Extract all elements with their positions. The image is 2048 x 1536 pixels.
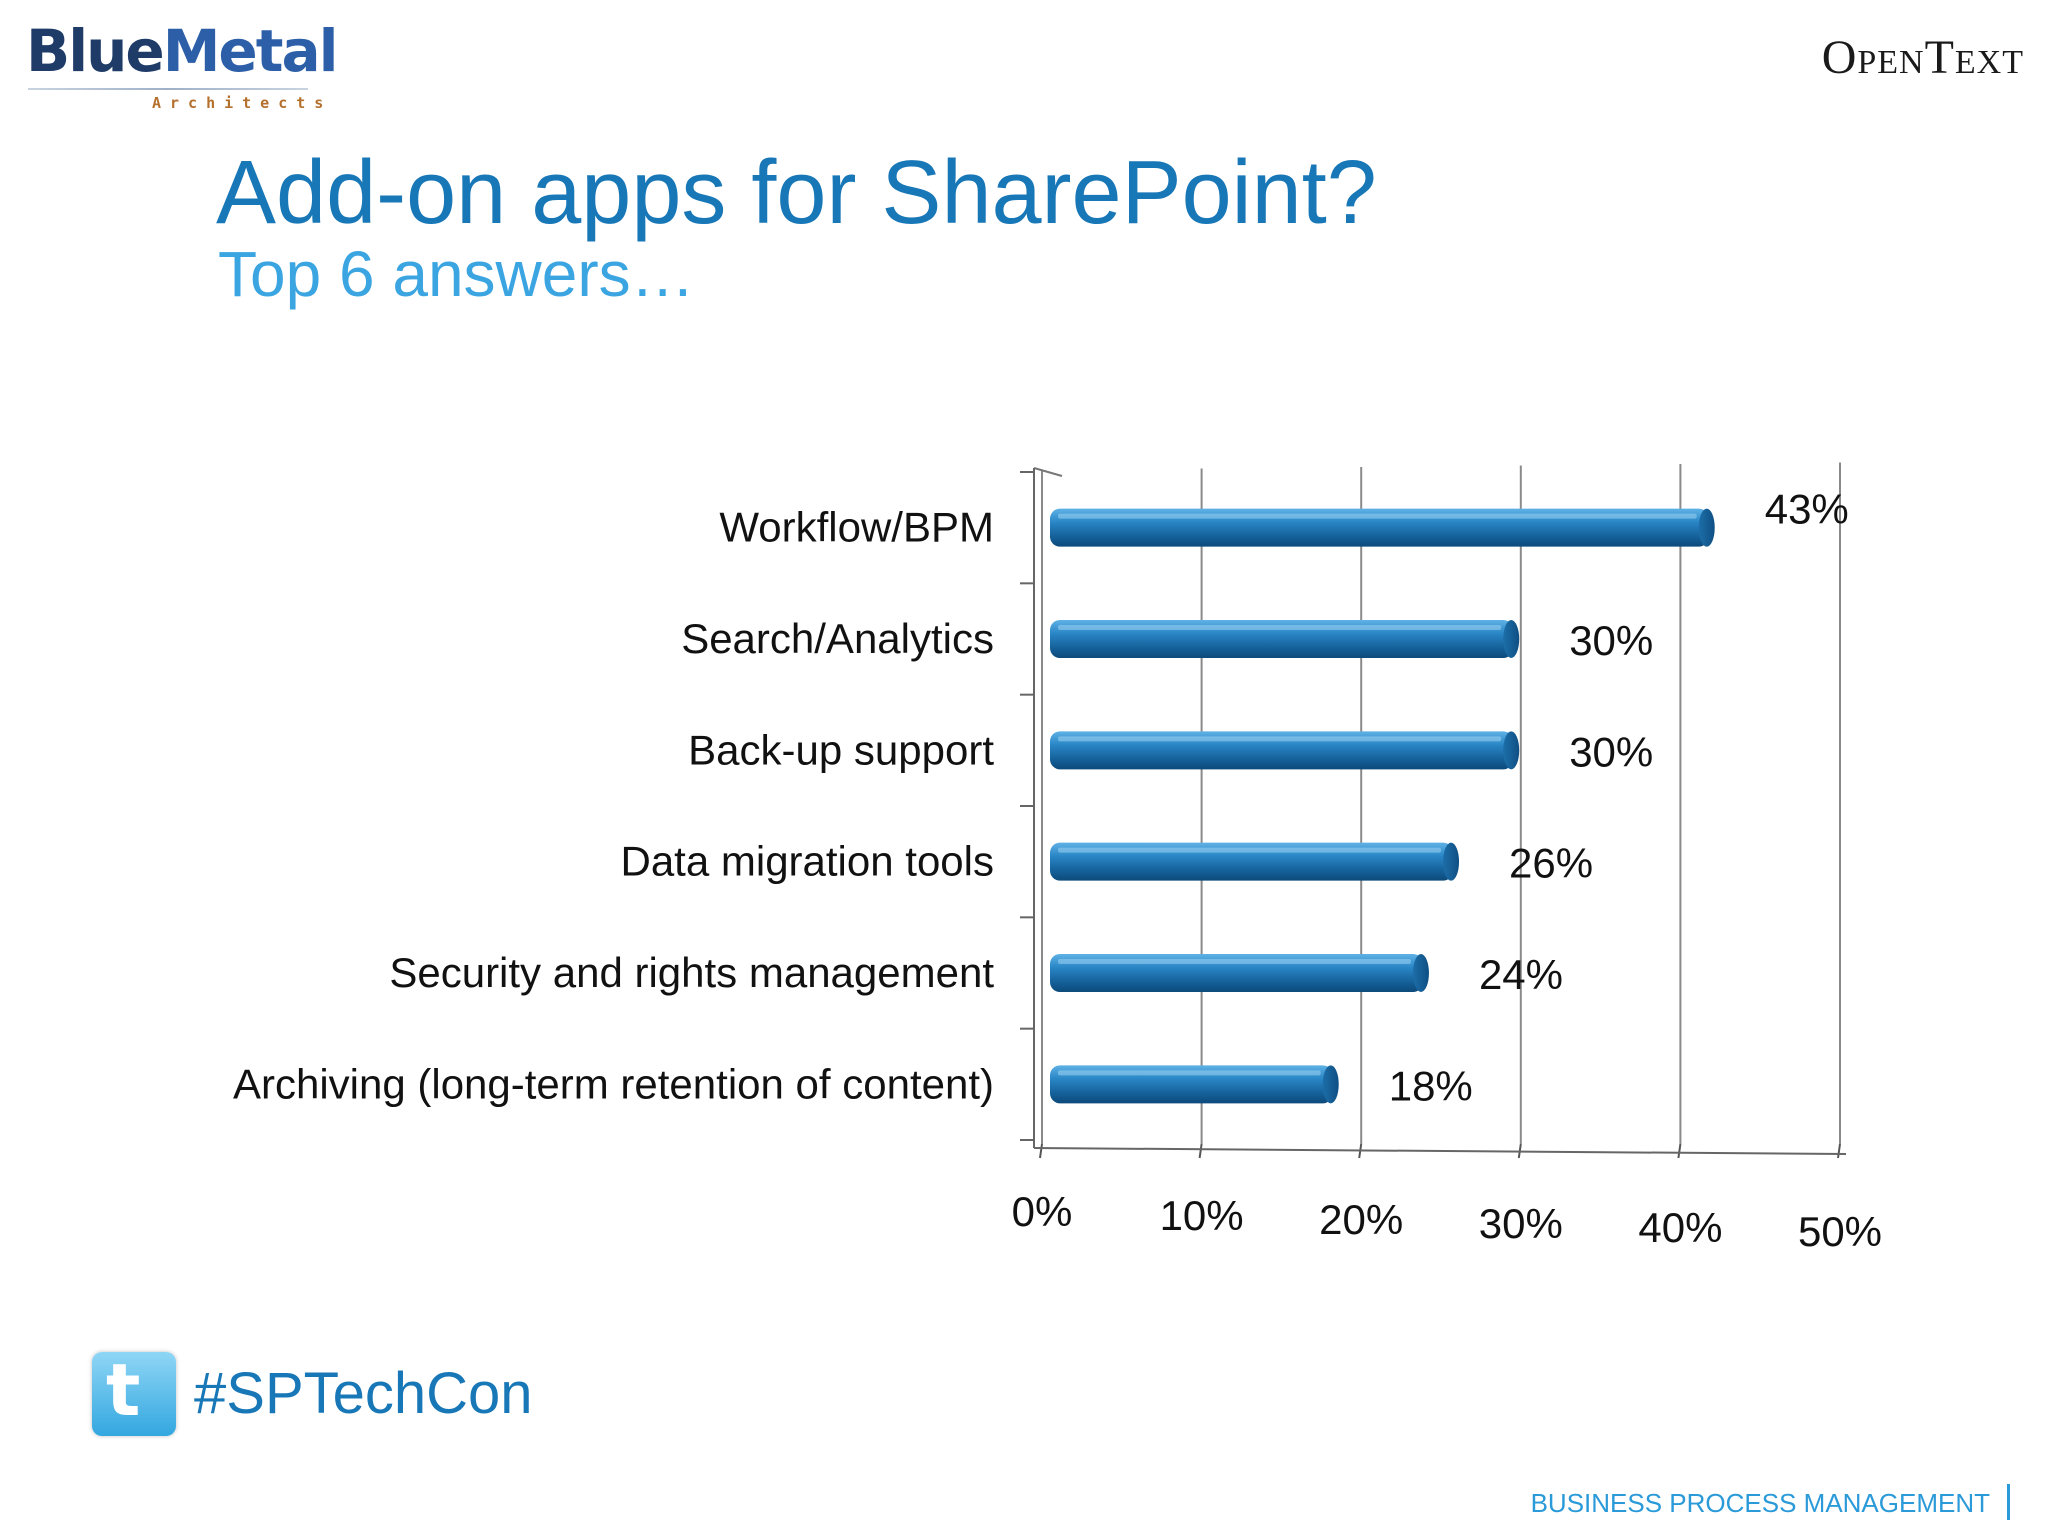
- chart-bars: [1050, 508, 1715, 1104]
- twitter-icon[interactable]: t: [92, 1352, 176, 1436]
- x-tick-mark: [1198, 1143, 1203, 1159]
- footer-text: BUSINESS PROCESS MANAGEMENT: [1530, 1488, 1990, 1518]
- x-tick-mark: [1837, 1143, 1841, 1159]
- bar-highlight: [1058, 513, 1697, 519]
- axis-top-edge: [1033, 467, 1063, 477]
- bar-security-and-rights-management: [1050, 954, 1429, 992]
- bar-end-cap: [1443, 842, 1460, 881]
- x-tick-label: 20%: [1319, 1196, 1403, 1243]
- category-label: Back-up support: [688, 726, 994, 773]
- bar-end-cap: [1412, 954, 1429, 992]
- hashtag-text: #SPTechCon: [194, 1361, 533, 1426]
- x-tick-label: 50%: [1798, 1208, 1882, 1255]
- logo-word-metal: Metal: [162, 17, 339, 85]
- slide-subtitle: Top 6 answers…: [218, 238, 695, 310]
- bar-highlight: [1058, 625, 1502, 630]
- category-label: Data migration tools: [620, 838, 994, 885]
- bar-highlight: [1058, 847, 1442, 853]
- logo-subtitle: Architects: [152, 94, 333, 112]
- bar-highlight: [1058, 736, 1502, 742]
- chart-grid: [1020, 462, 1847, 1159]
- bar-highlight: [1058, 1070, 1321, 1076]
- x-tick-label: 10%: [1160, 1192, 1244, 1239]
- category-label: Workflow/BPM: [719, 504, 994, 551]
- x-tick-mark: [1039, 1143, 1043, 1159]
- footer-divider: [2007, 1484, 2010, 1520]
- logo-word-blue: Blue: [26, 17, 165, 85]
- x-axis-line: [1033, 1147, 1847, 1155]
- data-label: 18%: [1389, 1062, 1473, 1109]
- category-label: Search/Analytics: [681, 615, 994, 662]
- data-label: 30%: [1569, 617, 1653, 664]
- bar-end-cap: [1322, 1065, 1339, 1104]
- bar-workflow-bpm: [1050, 508, 1715, 547]
- data-label: 43%: [1765, 486, 1849, 533]
- data-label: 24%: [1479, 951, 1563, 998]
- slide-title: Add-on apps for SharePoint?: [216, 143, 1377, 243]
- bluemetal-logo: BlueMetal Architects: [26, 22, 339, 114]
- bar-end-cap: [1698, 508, 1715, 547]
- bar-data-migration-tools: [1050, 842, 1460, 881]
- category-label: Archiving (long-term retention of conten…: [233, 1060, 994, 1107]
- bar-back-up-support: [1050, 731, 1520, 770]
- category-label: Security and rights management: [389, 949, 994, 996]
- bar-end-cap: [1503, 620, 1520, 658]
- x-tick-mark: [1677, 1143, 1682, 1159]
- chart-labels: 43% Workflow/BPM 30% Search/Analytics 30% Bac…: [233, 486, 1882, 1255]
- opentext-logo: OpenText: [1821, 31, 2024, 84]
- x-tick-label: 40%: [1638, 1204, 1722, 1251]
- data-label: 26%: [1509, 840, 1593, 887]
- bar-highlight: [1058, 959, 1411, 964]
- bar-search-analytics: [1050, 620, 1520, 658]
- bar-archiving-long-term-retention-of-content: [1050, 1065, 1339, 1104]
- logo-rule: [28, 88, 308, 90]
- bar-end-cap: [1503, 731, 1520, 770]
- data-label: 30%: [1569, 728, 1653, 775]
- x-tick-label: 0%: [1012, 1188, 1073, 1235]
- x-tick-label: 30%: [1479, 1200, 1563, 1247]
